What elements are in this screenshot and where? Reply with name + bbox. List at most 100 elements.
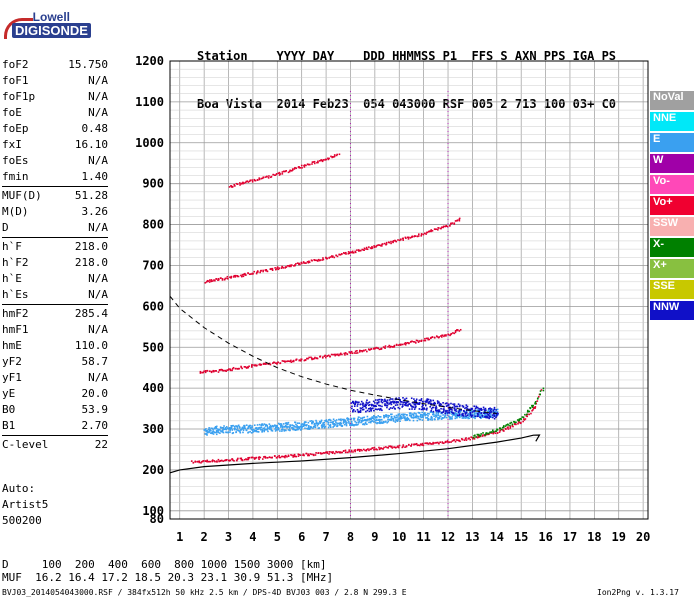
trace-point — [353, 418, 355, 421]
trace-point — [409, 419, 411, 422]
trace-point — [420, 398, 423, 400]
trace-point — [433, 413, 435, 416]
trace-point — [215, 426, 218, 429]
trace-point — [353, 424, 355, 426]
trace-point — [356, 405, 359, 407]
trace-point — [319, 355, 321, 358]
trace-point — [526, 410, 529, 413]
trace-point — [239, 184, 241, 186]
param-value: 16.10 — [74, 138, 108, 151]
trace-point — [417, 444, 420, 446]
trace-point — [404, 416, 406, 418]
trace-point — [364, 422, 367, 425]
trace-point — [339, 253, 342, 256]
trace-point — [263, 429, 266, 431]
trace-point — [420, 399, 422, 402]
trace-point — [274, 267, 276, 269]
trace-point — [275, 428, 278, 431]
trace-point — [438, 404, 441, 407]
trace-point — [485, 416, 487, 419]
trace-point — [385, 446, 387, 448]
trace-point — [388, 408, 391, 411]
trace-point — [286, 265, 289, 267]
trace-point — [493, 406, 496, 409]
trace-point — [413, 398, 415, 400]
trace-point — [238, 426, 241, 428]
trace-point — [423, 407, 425, 409]
trace-point — [478, 436, 480, 438]
trace-point — [196, 461, 198, 463]
trace-point — [207, 460, 210, 463]
trace-point — [381, 401, 384, 404]
trace-point — [295, 358, 298, 361]
trace-point — [316, 423, 318, 425]
trace-point — [462, 412, 464, 415]
trace-point — [346, 417, 348, 420]
trace-point — [222, 369, 225, 372]
trace-point — [428, 338, 431, 341]
trace-point — [339, 353, 341, 356]
trace-point — [388, 344, 391, 347]
trace-point — [406, 414, 408, 416]
trace-point — [382, 414, 385, 417]
trace-point — [243, 458, 246, 461]
trace-point — [313, 422, 316, 425]
trace-point — [362, 408, 364, 411]
trace-point — [318, 259, 321, 262]
trace-point — [357, 401, 360, 404]
trace-point — [434, 336, 436, 339]
trace-point — [470, 409, 473, 412]
trace-point — [469, 408, 471, 411]
trace-point — [324, 354, 326, 357]
trace-point — [324, 419, 326, 422]
trace-point — [247, 366, 250, 369]
trace-point — [287, 426, 289, 428]
trace-point — [312, 427, 314, 429]
x-tick-label: 4 — [249, 530, 256, 544]
trace-point — [399, 238, 402, 241]
trace-point — [378, 348, 381, 351]
trace-point — [244, 181, 247, 184]
trace-point — [411, 408, 413, 410]
trace-point — [228, 428, 230, 430]
trace-point — [373, 246, 376, 248]
trace-point — [213, 427, 216, 429]
trace-point — [372, 400, 375, 403]
trace-point — [205, 433, 208, 435]
trace-point — [243, 366, 246, 368]
trace-point — [405, 404, 408, 407]
trace-point — [260, 424, 263, 427]
trace-point — [380, 447, 383, 450]
trace-point — [205, 428, 207, 430]
trace-point — [284, 422, 287, 424]
trace-point — [509, 425, 512, 428]
trace-point — [208, 427, 210, 429]
trace-point — [467, 416, 469, 419]
trace-point — [342, 422, 345, 424]
trace-point — [357, 411, 360, 414]
trace-point — [492, 411, 494, 413]
trace-point — [324, 425, 327, 428]
trace-point — [312, 454, 315, 457]
trace-point — [344, 354, 346, 356]
trace-point — [258, 423, 261, 426]
trace-point — [364, 421, 367, 424]
legend: NoVal NNE E W Vo- Vo+ SSW X- X+ SSE NNW — [650, 91, 694, 322]
trace-point — [430, 410, 433, 412]
trace-point — [330, 353, 333, 356]
trace-point — [386, 446, 389, 449]
trace-point — [435, 410, 438, 412]
trace-point — [437, 416, 439, 419]
trace-point — [241, 428, 243, 430]
trace-point — [371, 417, 374, 420]
trace-point — [395, 414, 398, 417]
trace-point — [370, 407, 373, 410]
trace-point — [245, 180, 248, 183]
trace-point — [317, 422, 320, 425]
y-tick-label: 300 — [142, 422, 164, 436]
trace-point — [209, 279, 211, 281]
trace-point — [307, 163, 309, 166]
trace-point — [437, 227, 439, 229]
trace-point — [474, 409, 477, 412]
trace-point — [228, 427, 231, 429]
